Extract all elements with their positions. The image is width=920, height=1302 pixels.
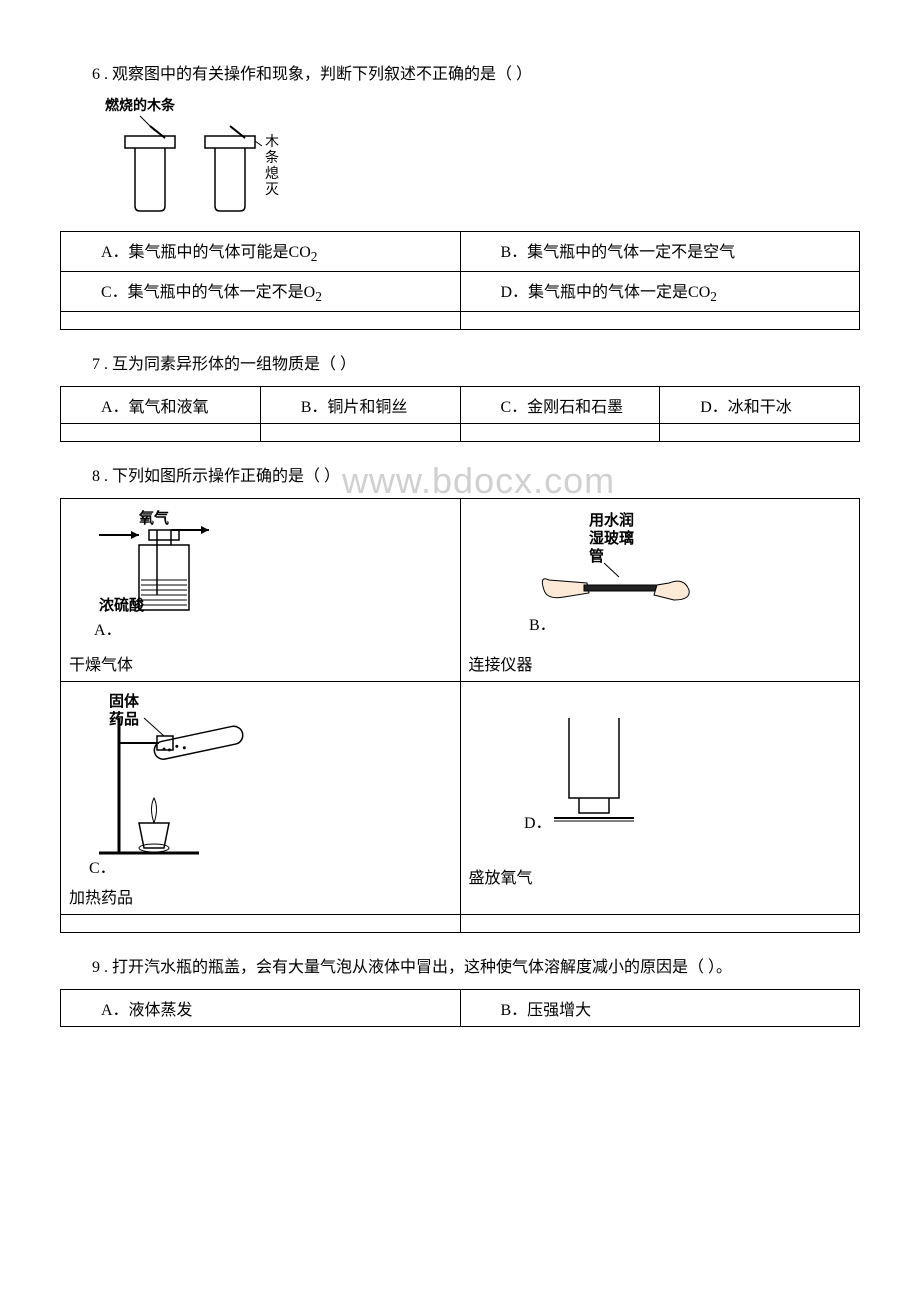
watermark: www.bdocx.com — [310, 460, 615, 502]
svg-text:湿玻璃: 湿玻璃 — [589, 529, 634, 547]
svg-text:药品: 药品 — [109, 710, 139, 728]
svg-text:A．: A． — [94, 622, 122, 639]
q8-fig-b: 用水润 湿玻璃 管 B． — [469, 505, 729, 645]
q9-opt-a: A．液体蒸发 — [61, 990, 461, 1027]
q8-opt-c: 固体 药品 — [61, 682, 461, 915]
svg-text:B．: B． — [529, 617, 556, 634]
svg-text:条: 条 — [265, 149, 279, 166]
q6-text: 6 . 观察图中的有关操作和现象，判断下列叙述不正确的是（ ） — [60, 60, 860, 84]
q8-fig-a: 氧气 浓硫酸 A． — [69, 505, 289, 645]
svg-text:管: 管 — [589, 547, 604, 565]
q7-opt-a: A．氧气和液氧 — [61, 387, 261, 424]
q6-opt-d: D．集气瓶中的气体一定是CO2 — [460, 272, 860, 312]
q7-opt-b: B．铜片和铜丝 — [260, 387, 460, 424]
q7-text: 7 . 互为同素异形体的一组物质是（ ） — [60, 350, 860, 374]
svg-text:固体: 固体 — [109, 692, 140, 710]
svg-text:灭: 灭 — [265, 182, 279, 198]
q7-opt-c: C．金刚石和石墨 — [460, 387, 660, 424]
svg-text:熄: 熄 — [265, 165, 279, 182]
svg-text:氧气: 氧气 — [138, 509, 169, 527]
q6-opt-b: B．集气瓶中的气体一定不是空气 — [460, 232, 860, 272]
q9-options: A．液体蒸发 B．压强增大 — [60, 989, 860, 1027]
q8-opt-d: D． 盛放氧气 — [460, 682, 860, 915]
q6-opt-a: A．集气瓶中的气体可能是CO2 — [61, 232, 461, 272]
q7-options: A．氧气和液氧 B．铜片和铜丝 C．金刚石和石墨 D．冰和干冰 — [60, 386, 860, 442]
q6-fig-label2: 木 — [265, 134, 279, 150]
q8-options: 氧气 浓硫酸 A． 干燥气体 — [60, 498, 860, 933]
svg-text:C．: C． — [89, 860, 116, 877]
q6-figure: 燃烧的木条 木 条 熄 灭 — [100, 96, 860, 216]
q9-text: 9 . 打开汽水瓶的瓶盖，会有大量气泡从液体中冒出，这种使气体溶解度减小的原因是… — [60, 953, 860, 977]
q8-fig-c: 固体 药品 — [69, 688, 309, 878]
q6-opt-c: C．集气瓶中的气体一定不是O2 — [61, 272, 461, 312]
q8-text: 8 . 下列如图所示操作正确的是（ ） www.bdocx.com — [60, 462, 860, 486]
q6-fig-label1: 燃烧的木条 — [105, 97, 176, 114]
q6-options: A．集气瓶中的气体可能是CO2 B．集气瓶中的气体一定不是空气 C．集气瓶中的气… — [60, 231, 860, 330]
q7-opt-d: D．冰和干冰 — [660, 387, 860, 424]
q8-fig-d: D． — [469, 688, 669, 858]
q8-opt-b: 用水润 湿玻璃 管 B． 连接仪器 — [460, 499, 860, 682]
svg-text:D．: D． — [524, 815, 552, 832]
q9-opt-b: B．压强增大 — [460, 990, 860, 1027]
q8-opt-a: 氧气 浓硫酸 A． 干燥气体 — [61, 499, 461, 682]
svg-text:浓硫酸: 浓硫酸 — [99, 596, 145, 614]
svg-text:用水润: 用水润 — [589, 511, 634, 529]
